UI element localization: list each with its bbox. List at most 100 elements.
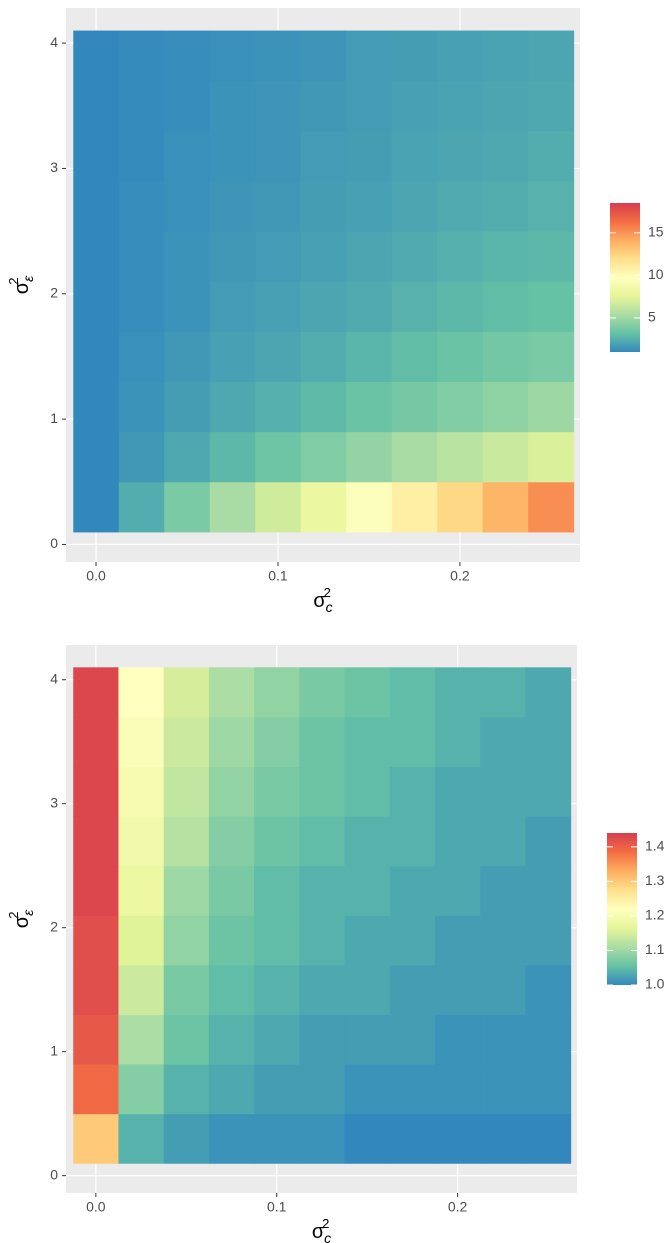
y-tick-label: 4 [50, 34, 58, 50]
colorbar-label: 5 [648, 309, 656, 325]
heatmap-cell [118, 381, 165, 433]
heatmap-cell [525, 1064, 572, 1115]
heatmap-cell [209, 180, 256, 232]
heatmap-cell [254, 1064, 300, 1115]
heatmap-cell [391, 331, 438, 383]
heatmap-cell [164, 381, 211, 433]
heatmap-cell [73, 865, 119, 916]
heatmap-cell [344, 1014, 391, 1065]
y-tick-label: 2 [50, 918, 58, 934]
heatmap-cell [208, 1064, 255, 1115]
heatmap-cell [389, 915, 436, 966]
heatmap-cell [480, 1113, 526, 1164]
heatmap-cell [73, 130, 120, 182]
heatmap-cell [482, 130, 529, 182]
heatmap-cell [299, 766, 346, 817]
heatmap-cell [255, 431, 302, 483]
heatmap-cell [164, 281, 211, 332]
heatmap-cell [346, 281, 393, 332]
heatmap-cell [208, 667, 255, 718]
heatmap-cell [344, 766, 391, 817]
heatmap-cell [389, 964, 436, 1015]
heatmap-cell [528, 80, 575, 132]
heatmap-cell [480, 964, 526, 1015]
colorbar-label: 10 [648, 266, 664, 282]
heatmap-cell [528, 30, 575, 82]
heatmap-cell [346, 180, 393, 232]
heatmap-cell [528, 130, 575, 182]
heatmap-cell [73, 964, 119, 1015]
heatmap-cell [525, 766, 572, 817]
heatmap-cell [208, 716, 255, 768]
heatmap-cell [163, 1113, 210, 1164]
heatmap-cell [525, 865, 572, 916]
heatmap-cell [299, 964, 346, 1015]
heatmap-cell [346, 30, 393, 82]
axis-title-sub: c [326, 599, 333, 615]
heatmap-cell [299, 716, 346, 768]
heatmap-cell [528, 180, 575, 232]
heatmap-cell [118, 667, 165, 718]
heatmap-cell [480, 915, 526, 966]
heatmap-cell [389, 865, 436, 916]
heatmap-cell [118, 716, 165, 768]
heatmap-cell [208, 1113, 255, 1164]
axis-title-base: σ [11, 915, 33, 928]
heatmap-cell [164, 431, 211, 483]
heatmap-cell [391, 431, 438, 483]
heatmap-cell [209, 30, 256, 82]
heatmap-cell [435, 766, 481, 817]
heatmap-cell [73, 1113, 119, 1164]
heatmap-cell [346, 481, 393, 533]
heatmap-cell [163, 1064, 210, 1115]
colorbar [610, 203, 640, 352]
heatmap-cell [299, 865, 346, 916]
heatmap-cell [344, 1113, 391, 1164]
heatmap-cell [525, 716, 572, 768]
heatmap-cell [437, 381, 484, 433]
heatmap-cell [389, 667, 436, 718]
heatmap-cell [163, 1014, 210, 1065]
heatmap-cell [300, 281, 347, 332]
heatmap-cell [73, 331, 120, 383]
heatmap-cell [163, 915, 210, 966]
colorbar-label: 1.1 [645, 941, 665, 957]
heatmap-cell [482, 381, 529, 433]
heatmap-cell [164, 180, 211, 232]
heatmap-cell [164, 80, 211, 132]
heatmap-cell [391, 481, 438, 533]
heatmap-cell [344, 915, 391, 966]
heatmap-cell [344, 716, 391, 768]
heatmap-cell [255, 30, 302, 82]
heatmap-cell [73, 716, 119, 768]
heatmap-cell [208, 915, 255, 966]
heatmap-cell [344, 667, 391, 718]
heatmap-cell [254, 915, 300, 966]
y-axis-title: σε2 [6, 275, 36, 294]
x-tick-label: 0.0 [86, 1199, 106, 1215]
heatmap-cell [118, 30, 165, 82]
heatmap-cell [254, 964, 300, 1015]
axis-title-base: σ [11, 281, 33, 294]
heatmap-cell [528, 381, 575, 433]
heatmap-cell [480, 1014, 526, 1065]
heatmap-cell [346, 331, 393, 383]
heatmap-cell [435, 964, 481, 1015]
heatmap-cell [118, 80, 165, 132]
heatmap-cell [437, 231, 484, 282]
heatmap-cell [437, 331, 484, 383]
heatmap-cell [389, 816, 436, 867]
heatmap-cell [344, 865, 391, 916]
heatmap-cell [435, 865, 481, 916]
heatmap-cell [73, 915, 119, 966]
heatmap-cell [254, 716, 300, 768]
heatmap-cell [164, 231, 211, 282]
heatmap-cell [164, 130, 211, 182]
heatmap-cell [73, 766, 119, 817]
heatmap-cell [164, 30, 211, 82]
axis-title-sub: ε [20, 909, 36, 916]
heatmap-cell [163, 964, 210, 1015]
heatmap-cell [118, 481, 165, 533]
heatmap-cell [528, 281, 575, 332]
